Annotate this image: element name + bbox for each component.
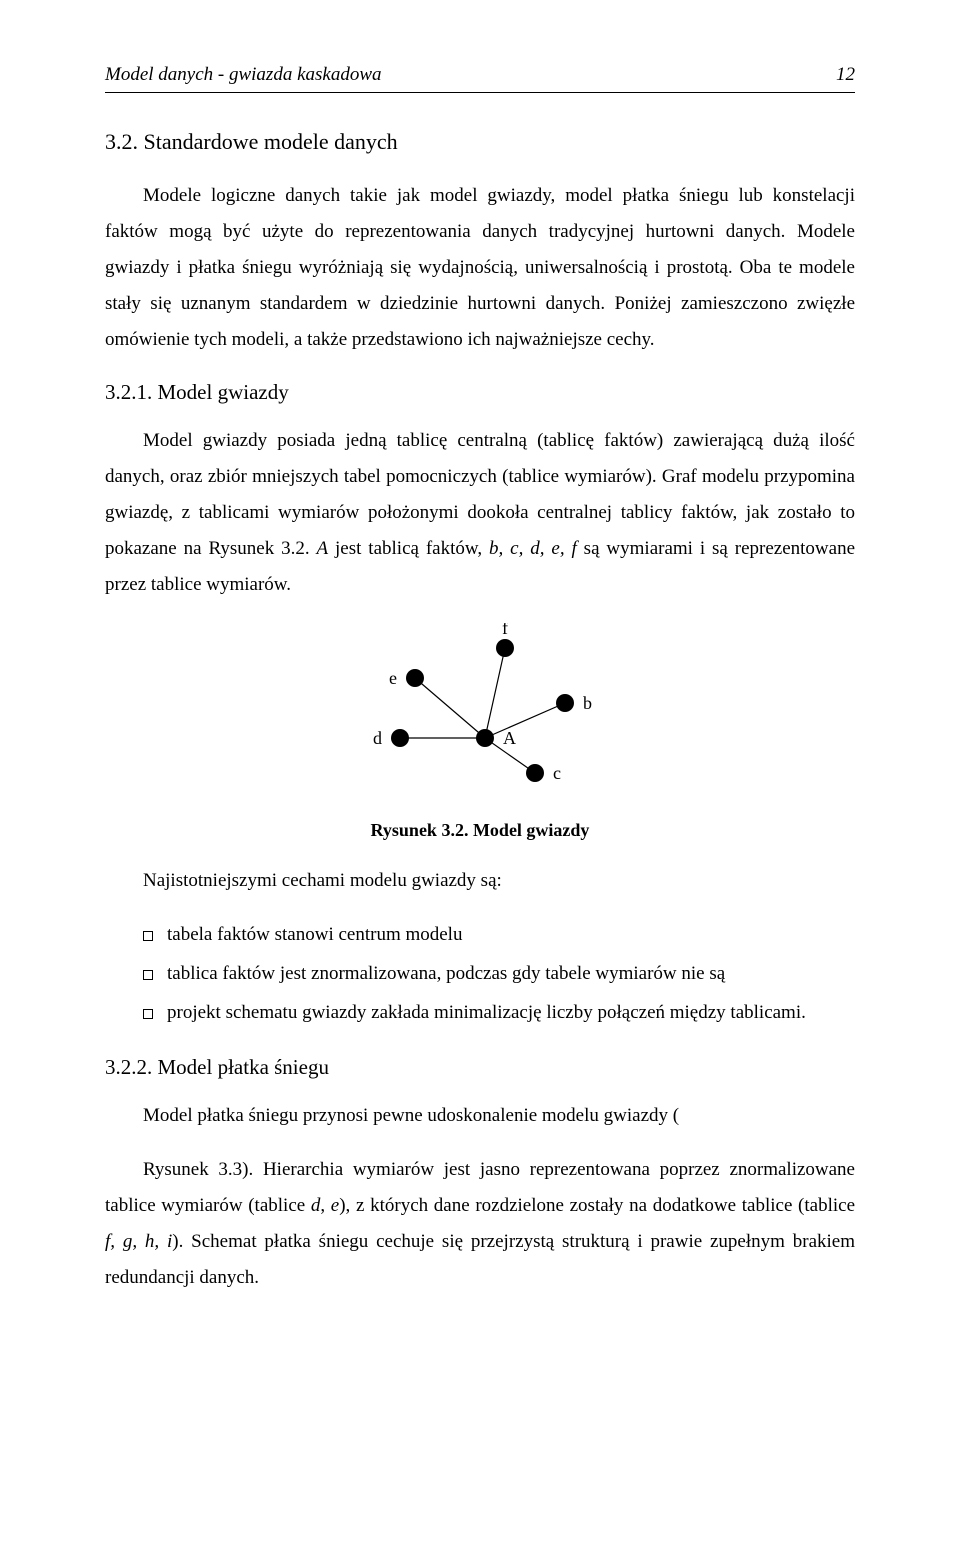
diagram-node-label: d <box>373 728 382 748</box>
para-italic: f, g, h, i <box>105 1231 172 1252</box>
diagram-node <box>391 729 409 747</box>
para-text: ), z których dane rozdzielone zostały na… <box>339 1195 855 1216</box>
para-italic: A <box>317 538 329 559</box>
section-paragraph: Modele logiczne danych takie jak model g… <box>105 178 855 358</box>
para-text: jest tablicą faktów, <box>328 538 489 559</box>
diagram-node-label: e <box>389 668 397 688</box>
para-text: , <box>320 1195 330 1216</box>
page-header: Model danych - gwiazda kaskadowa 12 <box>105 60 855 93</box>
subsection-322-para2: Rysunek 3.3). Hierarchia wymiarów jest j… <box>105 1152 855 1296</box>
subsection-321-paragraph: Model gwiazdy posiada jedną tablicę cent… <box>105 423 855 603</box>
diagram-node <box>496 639 514 657</box>
star-diagram: Ab c d e f <box>105 623 855 803</box>
header-page-number: 12 <box>836 60 855 89</box>
list-item: projekt schematu gwiazdy zakłada minimal… <box>105 995 855 1031</box>
subsection-322-title: 3.2.2. Model płatka śniegu <box>105 1051 855 1084</box>
diagram-node-label: b <box>583 693 592 713</box>
star-diagram-svg: Ab c d e f <box>340 623 620 803</box>
diagram-edge <box>485 648 505 738</box>
list-item: tabela faktów stanowi centrum modelu <box>105 917 855 953</box>
para-italic: b, c, d, e, f <box>489 538 577 559</box>
diagram-node <box>406 669 424 687</box>
diagram-node-label: f <box>502 623 508 638</box>
subsection-321-title: 3.2.1. Model gwiazdy <box>105 376 855 409</box>
figure-caption: Rysunek 3.2. Model gwiazdy <box>105 817 855 845</box>
diagram-node <box>476 729 494 747</box>
diagram-edge <box>415 678 485 738</box>
para-italic: e <box>331 1195 339 1216</box>
para-text: ). Schemat płatka śniegu cechuje się prz… <box>105 1231 855 1288</box>
diagram-node-label: c <box>553 763 561 783</box>
features-intro: Najistotniejszymi cechami modelu gwiazdy… <box>105 863 855 899</box>
subsection-322-para1: Model płatka śniegu przynosi pewne udosk… <box>105 1098 855 1134</box>
header-title: Model danych - gwiazda kaskadowa <box>105 60 382 89</box>
para-italic: d <box>311 1195 321 1216</box>
diagram-node-label: A <box>503 728 516 748</box>
diagram-edge <box>485 703 565 738</box>
section-title: 3.2. Standardowe modele danych <box>105 125 855 159</box>
diagram-node <box>556 694 574 712</box>
diagram-node <box>526 764 544 782</box>
features-list: tabela faktów stanowi centrum modelu tab… <box>105 917 855 1031</box>
list-item: tablica faktów jest znormalizowana, podc… <box>105 956 855 992</box>
